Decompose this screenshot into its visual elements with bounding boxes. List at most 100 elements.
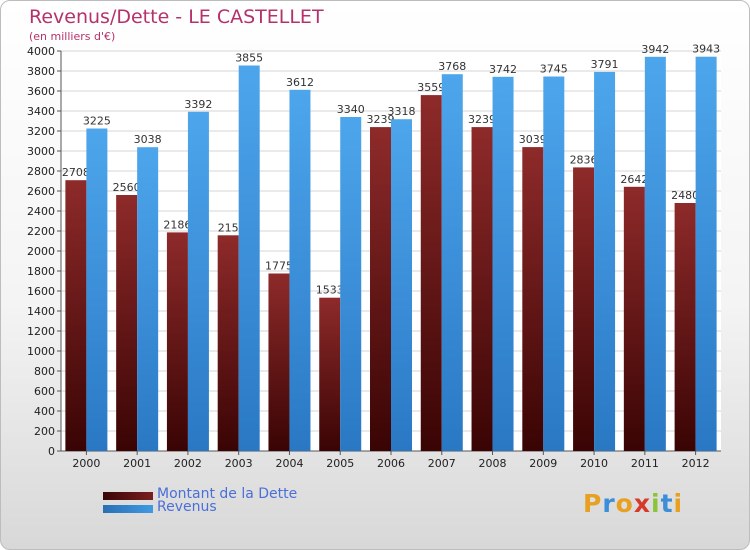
bar-revenue bbox=[86, 128, 108, 451]
bar-debt bbox=[166, 232, 188, 451]
x-tick-label: 2011 bbox=[631, 457, 659, 470]
y-tick-label: 3200 bbox=[27, 125, 55, 138]
x-tick-label: 2004 bbox=[275, 457, 303, 470]
legend-label-revenue: Revenus bbox=[157, 499, 217, 515]
bar-debt bbox=[522, 147, 544, 451]
x-tick-label: 2010 bbox=[580, 457, 608, 470]
y-tick-label: 1400 bbox=[27, 305, 55, 318]
logo-letter: r bbox=[602, 489, 616, 518]
data-label-debt: 2480 bbox=[671, 189, 699, 202]
data-label-debt: 2708 bbox=[62, 166, 90, 179]
bar-debt bbox=[674, 203, 696, 451]
data-label-debt: 215 bbox=[218, 221, 239, 234]
y-tick-label: 2200 bbox=[27, 225, 55, 238]
legend-swatch-debt bbox=[103, 492, 153, 500]
bar-revenue bbox=[644, 56, 666, 452]
data-label-revenue: 3612 bbox=[286, 76, 314, 89]
data-label-revenue: 3745 bbox=[540, 63, 568, 76]
data-label-revenue: 3392 bbox=[184, 98, 212, 111]
y-tick-label: 800 bbox=[34, 365, 55, 378]
x-tick-label: 2008 bbox=[479, 457, 507, 470]
bar-revenue bbox=[340, 117, 362, 451]
y-tick-label: 1800 bbox=[27, 265, 55, 278]
y-tick-label: 1200 bbox=[27, 325, 55, 338]
bar-debt bbox=[116, 195, 138, 451]
logo-letter: o bbox=[615, 489, 634, 518]
data-label-revenue: 3855 bbox=[235, 52, 263, 65]
bar-debt bbox=[623, 186, 645, 452]
x-tick-label: 2003 bbox=[225, 457, 253, 470]
data-label-revenue: 3318 bbox=[388, 105, 416, 118]
logo-letter: P bbox=[583, 489, 603, 518]
y-tick-label: 200 bbox=[34, 425, 55, 438]
logo-letter: x bbox=[633, 489, 651, 518]
data-label-debt: 2836 bbox=[570, 153, 598, 166]
chart-title: Revenus/Dette - LE CASTELLET bbox=[29, 6, 324, 28]
bar-debt bbox=[65, 180, 87, 451]
y-tick-label: 3600 bbox=[27, 85, 55, 98]
x-tick-label: 2005 bbox=[326, 457, 354, 470]
x-tick-label: 2009 bbox=[529, 457, 557, 470]
logo-letter: i bbox=[651, 489, 661, 518]
x-tick-label: 2012 bbox=[682, 457, 710, 470]
y-tick-label: 3800 bbox=[27, 65, 55, 78]
legend-label-debt: Montant de la Dette bbox=[157, 486, 298, 502]
bar-revenue bbox=[594, 71, 616, 452]
data-label-debt: 3039 bbox=[519, 133, 547, 146]
chart-subtitle: (en milliers d'€) bbox=[29, 30, 116, 43]
bar-debt bbox=[370, 127, 391, 451]
bar-debt bbox=[268, 273, 290, 451]
y-tick-label: 1600 bbox=[27, 285, 55, 298]
data-label-debt: 1533 bbox=[316, 284, 344, 297]
logo-letter: i bbox=[673, 489, 684, 518]
data-label-debt: 2560 bbox=[113, 181, 141, 194]
bar-revenue bbox=[238, 65, 260, 451]
bar-revenue bbox=[137, 147, 159, 451]
y-tick-label: 0 bbox=[48, 445, 55, 458]
x-tick-label: 2006 bbox=[377, 457, 405, 470]
y-tick-label: 2800 bbox=[27, 165, 55, 178]
bar-revenue bbox=[391, 119, 412, 451]
bar-revenue bbox=[695, 56, 717, 451]
x-tick-label: 2007 bbox=[428, 457, 456, 470]
bar-debt bbox=[420, 95, 442, 451]
y-tick-label: 3400 bbox=[27, 105, 55, 118]
proxiti-logo: Proxiti bbox=[583, 489, 683, 518]
y-tick-label: 400 bbox=[34, 405, 55, 418]
bar-revenue bbox=[543, 76, 565, 451]
legend-swatch-revenue bbox=[103, 505, 153, 513]
data-label-revenue: 3742 bbox=[489, 63, 517, 76]
bar-revenue bbox=[492, 76, 514, 452]
bar-chart: 0 200 400 600 800 1000 1200 1400 1600 1800 2000 220… bbox=[27, 43, 721, 470]
data-label-debt: 2642 bbox=[620, 173, 648, 186]
bar-revenue bbox=[187, 111, 209, 452]
x-tick-label: 2000 bbox=[72, 457, 100, 470]
data-label-debt: 2186 bbox=[163, 218, 191, 231]
y-tick-label: 2400 bbox=[27, 205, 55, 218]
data-label-revenue: 3340 bbox=[337, 103, 365, 116]
logo-letter: t bbox=[660, 489, 674, 518]
data-label-revenue: 3768 bbox=[438, 60, 466, 73]
data-label-revenue: 3791 bbox=[591, 58, 619, 71]
data-label-debt: 1775 bbox=[265, 260, 293, 273]
bar-debt bbox=[217, 235, 239, 451]
data-label-debt: 3559 bbox=[417, 81, 445, 94]
bar-debt bbox=[573, 167, 595, 451]
bar-revenue bbox=[289, 89, 311, 452]
bar-debt bbox=[319, 297, 341, 451]
y-tick-label: 3000 bbox=[27, 145, 55, 158]
data-label-debt: 3239 bbox=[468, 113, 496, 126]
y-tick-label: 2000 bbox=[27, 245, 55, 258]
data-label-revenue: 3942 bbox=[641, 43, 669, 56]
data-label-revenue: 3038 bbox=[134, 133, 162, 146]
x-tick-label: 2002 bbox=[174, 457, 202, 470]
y-tick-label: 4000 bbox=[27, 45, 55, 58]
bar-revenue bbox=[441, 74, 463, 451]
data-label-revenue: 3943 bbox=[692, 43, 720, 56]
y-tick-label: 600 bbox=[34, 385, 55, 398]
y-tick-label: 1000 bbox=[27, 345, 55, 358]
y-tick-label: 2600 bbox=[27, 185, 55, 198]
x-tick-label: 2001 bbox=[123, 457, 151, 470]
bar-debt bbox=[471, 127, 493, 451]
